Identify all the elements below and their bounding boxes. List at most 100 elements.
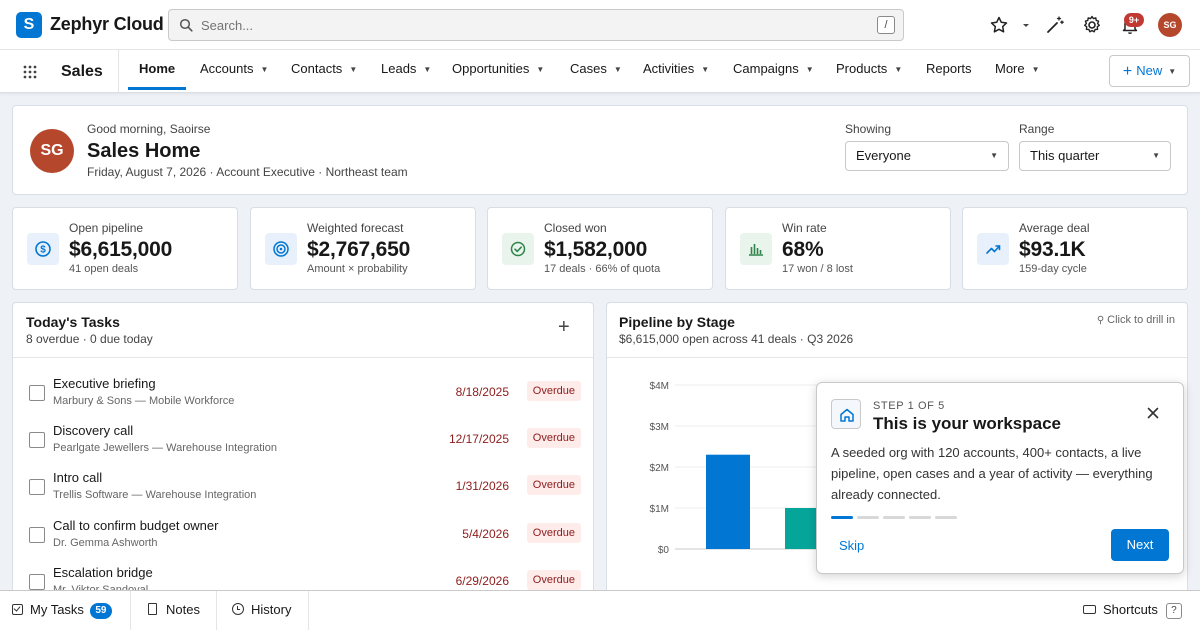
add-task-plus-icon[interactable]: + [558, 316, 570, 338]
nav-tab-opportunities[interactable]: Opportunities ▼ [452, 50, 544, 90]
stat-card-weighted-forecast[interactable]: Weighted forecast $2,767,650 Amount × pr… [250, 207, 476, 290]
dock-notes[interactable]: Notes [131, 591, 217, 630]
task-checkbox[interactable] [29, 385, 45, 401]
y-tick-label: $1M [650, 504, 669, 515]
chevron-down-icon[interactable]: ▼ [536, 65, 545, 74]
task-checkbox[interactable] [29, 574, 45, 590]
close-icon[interactable] [1145, 405, 1161, 421]
target-icon [265, 233, 297, 265]
stat-card-open-pipeline[interactable]: $ Open pipeline $6,615,000 41 open deals [12, 207, 238, 290]
favorites-star-icon[interactable] [988, 14, 1010, 36]
nav-tab-activities[interactable]: Activities ▼ [643, 50, 709, 90]
chevron-down-icon[interactable]: ▼ [260, 65, 269, 74]
nav-tab-label: Campaigns [733, 61, 799, 76]
nav-tab-reports[interactable]: Reports [926, 50, 972, 90]
task-checkbox[interactable] [29, 432, 45, 448]
stat-subtext: 17 deals · 66% of quota [544, 263, 661, 275]
stat-value: $1,582,000 [544, 238, 648, 261]
status-badge: Overdue [526, 523, 581, 543]
task-row[interactable]: Intro call Trellis Software — Warehouse … [13, 469, 593, 516]
card-divider [13, 357, 593, 358]
task-row[interactable]: Discovery call Pearlgate Jewellers — War… [13, 422, 593, 469]
tour-next-button[interactable]: Next [1111, 529, 1169, 561]
nav-tab-label: Activities [643, 61, 695, 76]
stat-label: Weighted forecast [307, 221, 404, 235]
task-checkbox[interactable] [29, 527, 45, 543]
task-title[interactable]: Call to confirm budget owner [53, 518, 219, 533]
nav-tab-home[interactable]: Home [128, 50, 187, 90]
chevron-down-icon[interactable]: ▼ [805, 65, 814, 74]
task-title[interactable]: Executive briefing [53, 376, 156, 391]
svg-text:$: $ [40, 245, 46, 256]
chevron-down-icon[interactable]: ▼ [349, 65, 358, 74]
stat-card-closed-won[interactable]: Closed won $1,582,000 17 deals · 66% of … [487, 207, 713, 290]
stat-subtext: 41 open deals [69, 263, 139, 275]
dock-shortcuts[interactable]: Shortcuts? [1083, 591, 1182, 630]
dock-my-tasks[interactable]: My Tasks 59 [0, 591, 131, 630]
tour-progress-dot [909, 516, 931, 519]
showing-filter-select[interactable]: Everyone ▼ [845, 141, 1009, 171]
app-launcher-waffle-icon[interactable] [23, 65, 37, 79]
chevron-down-icon[interactable]: ▼ [613, 65, 622, 74]
task-title[interactable]: Intro call [53, 470, 103, 485]
stat-card-average-deal[interactable]: Average deal $93.1K 159-day cycle [962, 207, 1188, 290]
stat-label: Open pipeline [69, 221, 144, 235]
y-tick-label: $3M [650, 422, 669, 433]
stat-card-win-rate[interactable]: Win rate 68% 17 won / 8 lost [725, 207, 951, 290]
chart-bar[interactable] [706, 454, 750, 549]
nav-tab-leads[interactable]: Leads ▼ [381, 50, 431, 90]
task-checkbox[interactable] [29, 479, 45, 495]
chevron-down-icon[interactable]: ▼ [1031, 65, 1040, 74]
brand-name: Zephyr Cloud [50, 14, 164, 34]
task-due-date: 1/31/2026 [455, 479, 509, 493]
task-title[interactable]: Escalation bridge [53, 565, 153, 580]
nav-tab-cases[interactable]: Cases ▼ [570, 50, 622, 90]
chevron-down-icon[interactable]: ▼ [894, 65, 903, 74]
task-due-date: 8/18/2025 [455, 385, 509, 399]
search-shortcut-key: / [877, 16, 895, 34]
setup-wand-icon[interactable] [1044, 14, 1066, 36]
nav-tab-label: Opportunities [452, 61, 530, 76]
task-row[interactable]: Executive briefing Marbury & Sons — Mobi… [13, 375, 593, 422]
tour-progress-dot [883, 516, 905, 519]
status-badge: Overdue [526, 475, 581, 495]
chevron-down-icon: ▼ [990, 151, 998, 160]
stat-value: $93.1K [1019, 238, 1086, 261]
y-tick-label: $2M [650, 463, 669, 474]
card-divider [607, 357, 1187, 358]
dock-history[interactable]: History [217, 591, 309, 630]
nav-tab-label: Contacts [291, 61, 343, 76]
tour-title: This is your workspace [873, 414, 1062, 433]
search-input[interactable] [201, 10, 841, 40]
page-subtitle: Friday, August 7, 2026 · Account Executi… [87, 165, 408, 179]
nav-tab-label: Accounts [200, 61, 254, 76]
task-related: Pearlgate Jewellers — Warehouse Integrat… [53, 442, 277, 454]
stat-subtext: Amount × probability [307, 263, 408, 275]
global-search[interactable]: / [168, 9, 904, 41]
tour-body: A seeded org with 120 accounts, 400+ con… [831, 445, 1153, 502]
task-row[interactable]: Call to confirm budget owner Dr. Gemma A… [13, 517, 593, 564]
chevron-down-icon[interactable]: ▼ [423, 65, 432, 74]
nav-tab-products[interactable]: Products ▼ [836, 50, 902, 90]
user-avatar-large: SG [30, 129, 74, 173]
task-title[interactable]: Discovery call [53, 423, 134, 438]
settings-gear-icon[interactable] [1081, 14, 1103, 36]
user-avatar[interactable]: SG [1158, 13, 1182, 37]
chevron-down-icon[interactable]: ▼ [701, 65, 710, 74]
bar-chart-icon [740, 233, 772, 265]
nav-tab-campaigns[interactable]: Campaigns ▼ [733, 50, 814, 90]
tasks-title: Today's Tasks [26, 314, 120, 330]
home-icon [831, 399, 861, 429]
app-logo[interactable]: S [16, 12, 42, 38]
app-name: Sales [61, 63, 103, 80]
nav-divider [118, 50, 119, 93]
stat-value: $2,767,650 [307, 238, 411, 261]
new-record-button[interactable]: + New ▼ [1109, 55, 1190, 87]
tour-skip-button[interactable]: Skip [839, 538, 865, 553]
nav-tab-accounts[interactable]: Accounts ▼ [200, 50, 268, 90]
nav-tab-contacts[interactable]: Contacts ▼ [291, 50, 357, 90]
nav-tab-more[interactable]: More ▼ [995, 50, 1040, 90]
task-related: Marbury & Sons — Mobile Workforce [53, 395, 235, 407]
favorites-chevron-down-icon[interactable] [1021, 22, 1031, 30]
range-filter-select[interactable]: This quarter ▼ [1019, 141, 1171, 171]
